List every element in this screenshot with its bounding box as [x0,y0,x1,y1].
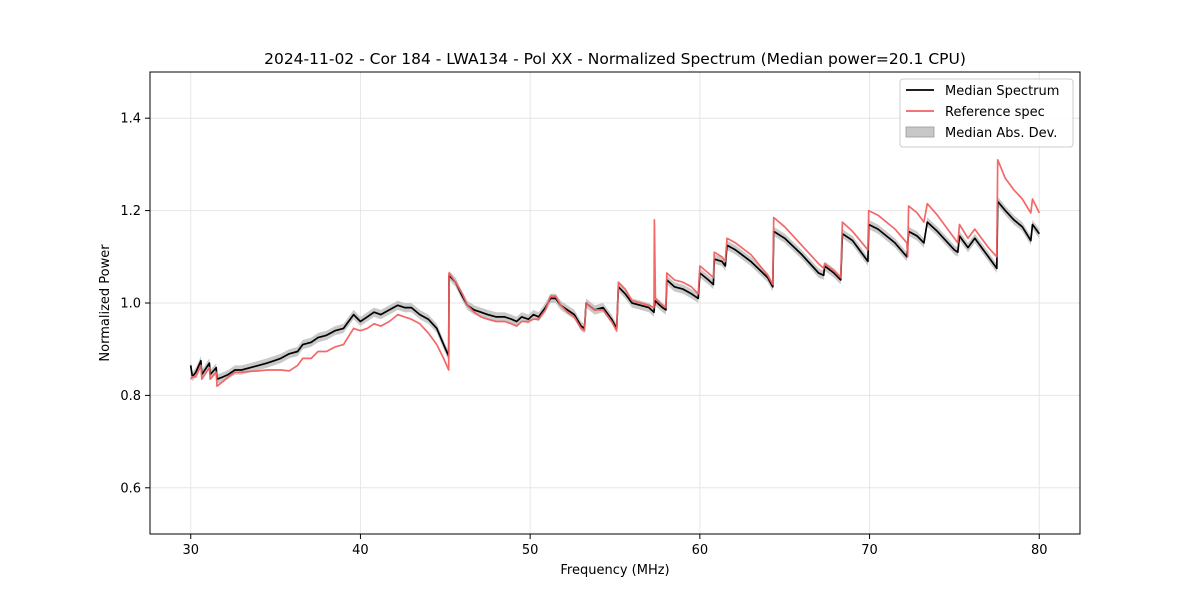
legend-mad-label: Median Abs. Dev. [945,126,1057,141]
y-tick-label: 1.2 [120,204,141,219]
y-tick-label: 0.6 [120,481,141,496]
chart-title: 2024-11-02 - Cor 184 - LWA134 - Pol XX -… [264,50,966,68]
reference-spectrum-line [190,158,1041,388]
y-tick-label: 1.4 [120,112,141,127]
x-tick-label: 70 [861,543,878,558]
legend-median-label: Median Spectrum [945,84,1059,99]
x-axis-label: Frequency (MHz) [560,563,669,578]
x-tick-label: 40 [352,543,369,558]
legend-mad-swatch [905,126,935,138]
x-tick-label: 80 [1031,543,1048,558]
y-tick-label: 0.8 [120,389,141,404]
y-tick-label: 1.0 [120,297,141,312]
x-tick-label: 60 [692,543,709,558]
series-layer [189,158,1041,388]
y-axis-label: Normalized Power [98,244,113,362]
x-tick-label: 30 [182,543,199,558]
x-tick-label: 50 [522,543,539,558]
legend-box [899,78,1074,148]
legend: Median Spectrum Reference spec Median Ab… [899,78,1074,148]
axis-ticks: 30 40 50 60 70 80 0.6 0.8 1.0 1.2 1.4 [120,112,1047,558]
legend-reference-label: Reference spec [945,105,1045,120]
